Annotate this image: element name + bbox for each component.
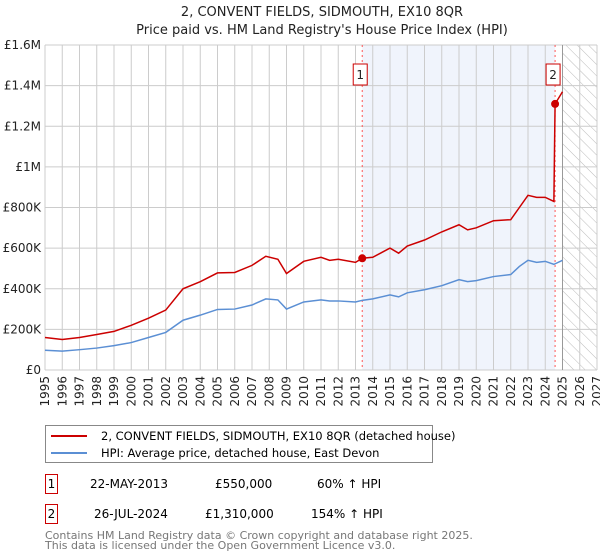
sale-marker-label: 1 xyxy=(45,474,58,494)
x-tick-label: 2013 xyxy=(349,376,363,407)
x-tick-label: 2002 xyxy=(159,376,173,407)
x-tick-label: 2025 xyxy=(556,376,570,407)
y-tick-label: £1.2M xyxy=(4,119,41,133)
y-tick-label: £400K xyxy=(3,282,43,296)
sale-date: 26-JUL-2024 xyxy=(94,507,168,521)
legend-item-hpi: HPI: Average price, detached house, East… xyxy=(46,445,426,461)
y-tick-label: £800K xyxy=(3,201,43,215)
chart-title: 2, CONVENT FIELDS, SIDMOUTH, EX10 8QR xyxy=(181,5,463,20)
sale-marker-label: 2 xyxy=(45,504,58,524)
x-tick-label: 2004 xyxy=(193,376,207,407)
x-tick-label: 2011 xyxy=(314,376,328,407)
chart-subtitle: Price paid vs. HM Land Registry's House … xyxy=(136,23,508,38)
y-tick-label: £600K xyxy=(3,241,43,255)
sale-point xyxy=(358,254,367,263)
sale-marker-label: 1 xyxy=(356,68,364,82)
x-tick-label: 2020 xyxy=(469,376,483,407)
legend-label: HPI: Average price, detached house, East… xyxy=(101,446,380,460)
price-chart: 2, CONVENT FIELDS, SIDMOUTH, EX10 8QR Pr… xyxy=(3,5,600,407)
sale-price: £1,310,000 xyxy=(205,507,274,521)
x-tick-label: 2024 xyxy=(538,376,552,407)
x-tick-label: 2009 xyxy=(280,376,294,407)
x-tick-label: 2005 xyxy=(211,376,225,407)
sale-hpi-change: 154% ↑ HPI xyxy=(311,507,383,521)
legend-swatch-red xyxy=(51,435,87,437)
x-tick-label: 1996 xyxy=(55,376,69,407)
x-tick-label: 1995 xyxy=(38,376,52,407)
x-tick-label: 2016 xyxy=(400,376,414,407)
sale-marker-box xyxy=(545,63,561,86)
legend: 2, CONVENT FIELDS, SIDMOUTH, EX10 8QR (d… xyxy=(45,425,455,463)
sale-marker-box xyxy=(352,63,368,86)
legend-item-property: 2, CONVENT FIELDS, SIDMOUTH, EX10 8QR (d… xyxy=(46,428,455,444)
legend-swatch-blue xyxy=(51,452,87,454)
x-tick-label: 2007 xyxy=(245,376,259,407)
series-line xyxy=(44,259,563,352)
y-tick-label: £1.4M xyxy=(4,79,41,93)
x-tick-label: 2021 xyxy=(487,376,501,407)
y-tick-label: £0 xyxy=(26,363,41,377)
legend-label: 2, CONVENT FIELDS, SIDMOUTH, EX10 8QR (d… xyxy=(101,429,456,443)
sale-price: £550,000 xyxy=(215,477,273,491)
sale-point xyxy=(551,99,560,108)
x-tick-label: 2003 xyxy=(176,376,190,407)
x-tick-label: 1998 xyxy=(90,376,104,407)
x-tick-label: 2015 xyxy=(383,376,397,407)
footer-line: This data is licensed under the Open Gov… xyxy=(45,539,396,552)
sale-row-1: 1 22-MAY-2013 £550,000 60% ↑ HPI xyxy=(45,474,565,494)
y-tick-label: £1.6M xyxy=(4,38,41,52)
footer: Contains HM Land Registry data © Crown c… xyxy=(45,529,473,552)
sale-hpi-change: 60% ↑ HPI xyxy=(317,477,382,491)
y-tick-label: £200K xyxy=(3,322,43,336)
footer-line: Contains HM Land Registry data © Crown c… xyxy=(45,529,473,542)
x-tick-label: 2023 xyxy=(521,376,535,407)
x-tick-label: 2017 xyxy=(418,376,432,407)
y-tick-label: £1M xyxy=(15,160,41,174)
x-tick-label: 2018 xyxy=(435,376,449,407)
x-tick-label: 2010 xyxy=(297,376,311,407)
x-tick-label: 2012 xyxy=(331,376,345,407)
x-tick-label: 2006 xyxy=(228,376,242,407)
x-tick-label: 2022 xyxy=(504,376,518,407)
x-tick-label: 2027 xyxy=(590,376,600,407)
x-tick-label: 1997 xyxy=(73,376,87,407)
x-tick-label: 2001 xyxy=(142,376,156,407)
sale-date: 22-MAY-2013 xyxy=(90,477,169,491)
x-tick-label: 1999 xyxy=(107,376,121,407)
x-tick-label: 2008 xyxy=(262,376,276,407)
x-tick-label: 2019 xyxy=(452,376,466,407)
series-line xyxy=(44,91,564,341)
sale-row-2: 2 26-JUL-2024 £1,310,000 154% ↑ HPI xyxy=(45,504,565,524)
x-tick-label: 2000 xyxy=(124,376,138,407)
x-tick-label: 2026 xyxy=(573,376,587,407)
x-tick-label: 2014 xyxy=(366,376,380,407)
sale-marker-label: 2 xyxy=(549,68,557,82)
